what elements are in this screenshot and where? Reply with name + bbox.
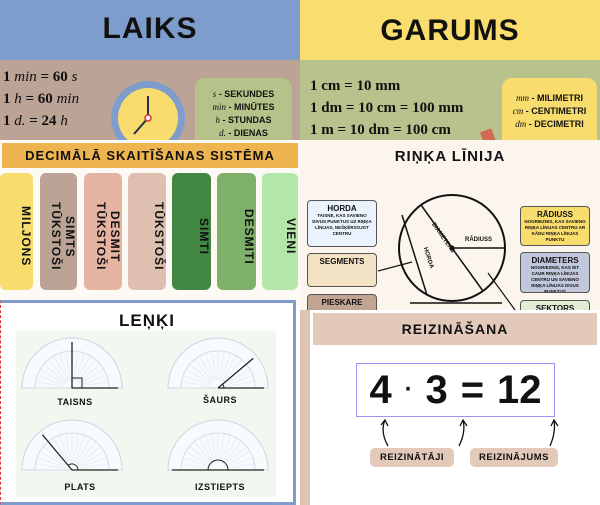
- segments-box: SEGMENTS: [307, 253, 377, 287]
- decimal-title: DECIMĀLĀ SKAITĪŠANAS SISTĒMA: [2, 143, 298, 168]
- rinka-title: RIŅĶA LĪNIJA: [394, 148, 506, 165]
- angle-ray: [217, 357, 254, 389]
- reiz-title: REIZINĀŠANA: [313, 313, 597, 345]
- factor-b: 3: [425, 367, 448, 412]
- label-radiuss: RĀDIUSS: [465, 237, 493, 243]
- clock-icon: [111, 81, 185, 140]
- legend-item: d. - DIENAS: [219, 128, 268, 138]
- equation: 1 m = 10 dm = 100 cm: [310, 122, 451, 138]
- lenki-title: LEŅĶI: [119, 311, 175, 330]
- sektors-box: SEKTORS: [520, 300, 590, 312]
- factor-a: 4: [369, 367, 392, 412]
- place-value-column: DESMITI: [217, 173, 256, 290]
- garums-legend: mm - MILIMETRI cm - CENTIMETRI dm - DECI…: [502, 78, 597, 140]
- protractors: [21, 337, 269, 471]
- equation: 1 dm = 10 cm = 100 mm: [310, 100, 464, 116]
- equation: 1 d. = 24 h: [3, 113, 68, 129]
- laiks-legend: s - SEKUNDES min - MINŪTES h - STUNDAS d…: [195, 78, 292, 148]
- angle-label: TAISNS: [57, 397, 93, 407]
- laiks-equations: 1 min = 60 s 1 h = 60 min 1 d. = 24 h: [3, 66, 79, 132]
- product: 12: [497, 367, 542, 412]
- place-value-column: MILJONS: [0, 173, 33, 290]
- equals: =: [460, 367, 485, 412]
- arrows: [380, 418, 559, 447]
- angle-label: PLATS: [64, 482, 96, 492]
- divider: [300, 310, 310, 505]
- laiks-title: LAIKS: [0, 0, 300, 60]
- ruler-icon: [479, 128, 497, 140]
- horda-box: HORDA TAISNE, KAS SAVIENO DIVUS PUNKTUS U…: [307, 200, 377, 247]
- place-value-column: SIMTS TŪKSTOŠI: [40, 173, 77, 290]
- equation: 1 h = 60 min: [3, 91, 80, 107]
- garums-panel: GARUMS 1 cm = 10 mm 1 dm = 10 cm = 100 m…: [300, 0, 600, 140]
- place-value-column: DESMIT TŪKSTOŠI: [84, 173, 122, 290]
- legend-item: cm - CENTIMETRI: [512, 106, 587, 116]
- place-value-column: VIENI: [262, 173, 298, 290]
- pieskare-box: PIESKARE: [307, 294, 377, 312]
- diameters-box: DIAMETERS NOGRIEZNIS, KAS IET CAUR RIŅĶA …: [520, 252, 590, 293]
- legend-item: dm - DECIMETRI: [515, 119, 584, 129]
- legend-item: h - STUNDAS: [215, 115, 272, 125]
- place-value-column: SIMTI: [172, 173, 211, 290]
- angle-label: IZSTIEPTS: [194, 482, 245, 492]
- equation: 1 cm = 10 mm: [310, 78, 401, 94]
- legend-item: min - MINŪTES: [212, 102, 275, 112]
- angle-label: ŠAURS: [202, 395, 237, 405]
- circle-diagram: [377, 194, 516, 311]
- angle-ray: [41, 434, 73, 471]
- dot-operator: ·: [404, 376, 413, 403]
- equation-box: 4 · 3 = 12: [356, 363, 555, 417]
- equation: 1 min = 60 s: [3, 69, 78, 85]
- legend-item: s - SEKUNDES: [212, 89, 275, 99]
- rinka-panel: RIŅĶA LĪNIJA RĀDIUSS DIAMETERS HORDA HOR…: [300, 140, 600, 312]
- radiuss-box: RĀDIUSS NOGRIEZNIS, KAS SAVIENO RIŅĶA LĪN…: [520, 206, 590, 246]
- laiks-panel: LAIKS 1 min = 60 s 1 h = 60 min 1 d. = 2…: [0, 0, 300, 148]
- factors-label: REIZINĀTĀJI: [370, 448, 454, 467]
- legend-item: mm - MILIMETRI: [515, 93, 583, 103]
- garums-title: GARUMS: [300, 0, 600, 60]
- product-label: REIZINĀJUMS: [470, 448, 558, 467]
- reiz-panel: REIZINĀŠANA 4 · 3 = 12 REIZINĀTĀJI REIZI…: [310, 310, 600, 505]
- place-value-column: TŪKSTOŠI: [128, 173, 166, 290]
